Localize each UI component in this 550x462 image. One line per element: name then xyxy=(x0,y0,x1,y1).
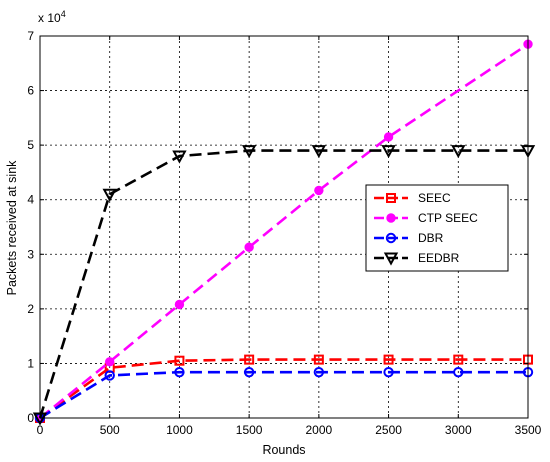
y-tick-label: 1 xyxy=(27,356,34,370)
y-axis-title: Packets received at sink xyxy=(5,160,19,296)
data-point-eedbr xyxy=(311,145,327,159)
data-point-ctp-seec xyxy=(105,357,115,367)
data-point-seec xyxy=(244,354,255,365)
data-point-ctp-seec xyxy=(174,299,185,310)
plot-frame xyxy=(39,35,529,419)
data-point-dbr xyxy=(243,366,255,378)
legend-label: EEDBR xyxy=(418,251,460,265)
y-tick-label: 3 xyxy=(27,247,34,261)
legend-label: SEEC xyxy=(418,191,451,205)
x-tick-label: 1000 xyxy=(166,423,193,437)
y-tick-label: 0 xyxy=(27,411,34,425)
data-point-seec xyxy=(383,354,394,365)
x-tick-label: 0 xyxy=(37,423,44,437)
data-point-ctp-seec xyxy=(244,242,254,252)
x-tick-label: 1500 xyxy=(236,423,263,437)
y-multiplier-exponent: 4 xyxy=(61,9,66,19)
series-eedbr xyxy=(32,145,536,426)
legend-marker xyxy=(385,232,397,244)
legend-item-seec: SEEC xyxy=(374,191,451,205)
data-point-eedbr xyxy=(172,150,187,164)
legend-marker xyxy=(386,213,396,223)
series-line-ctp-seec xyxy=(39,43,529,420)
legend-label: DBR xyxy=(418,231,444,245)
data-point-dbr xyxy=(104,370,115,381)
data-point-dbr xyxy=(313,366,325,378)
series-line-eedbr xyxy=(38,149,528,419)
data-point-eedbr xyxy=(241,145,257,159)
series-line-dbr xyxy=(39,370,528,420)
legend-item-ctp-seec: CTP SEEC xyxy=(374,211,478,225)
data-point-seec xyxy=(174,355,185,366)
legend: SEEC CTP SEEC DBR EEDBR xyxy=(365,184,509,272)
x-tick-label: 3500 xyxy=(515,423,542,437)
y-tick-label: 6 xyxy=(27,84,34,98)
legend-marker xyxy=(383,252,399,266)
legend-marker xyxy=(386,193,396,203)
x-tick-label: 3000 xyxy=(445,423,472,437)
x-tick-label: 500 xyxy=(100,423,120,437)
data-point-seec xyxy=(313,354,324,365)
x-axis: 0 500 1000 1500 2000 2500 3000 3500 xyxy=(37,36,542,437)
series-line-seec xyxy=(39,358,528,420)
data-point-eedbr xyxy=(102,188,117,202)
x-tick-label: 2000 xyxy=(306,423,333,437)
data-point-dbr xyxy=(453,366,464,378)
y-axis: 0 1 2 3 4 5 6 7 xyxy=(27,29,528,425)
data-point-seec xyxy=(453,354,464,365)
data-point-ctp-seec xyxy=(383,132,394,142)
series-layer xyxy=(32,39,536,426)
y-tick-label: 5 xyxy=(27,138,34,152)
y-multiplier-base: x 10 xyxy=(38,11,61,25)
y-tick-label: 4 xyxy=(27,193,34,207)
x-axis-title: Rounds xyxy=(262,443,305,457)
y-tick-label: 2 xyxy=(27,302,34,316)
data-point-dbr xyxy=(174,366,185,378)
legend-item-dbr: DBR xyxy=(374,231,444,245)
y-multiplier-label: x 104 xyxy=(38,9,66,25)
series-dbr xyxy=(34,366,534,424)
legend-label: CTP SEEC xyxy=(418,211,478,225)
data-point-ctp-seec xyxy=(314,185,324,196)
data-point-eedbr xyxy=(381,145,396,159)
data-point-eedbr xyxy=(451,145,466,159)
y-tick-label: 7 xyxy=(27,29,34,43)
legend-box xyxy=(365,184,509,272)
data-point-dbr xyxy=(383,366,394,378)
legend-item-eedbr: EEDBR xyxy=(374,251,460,266)
x-tick-label: 2500 xyxy=(375,423,402,437)
